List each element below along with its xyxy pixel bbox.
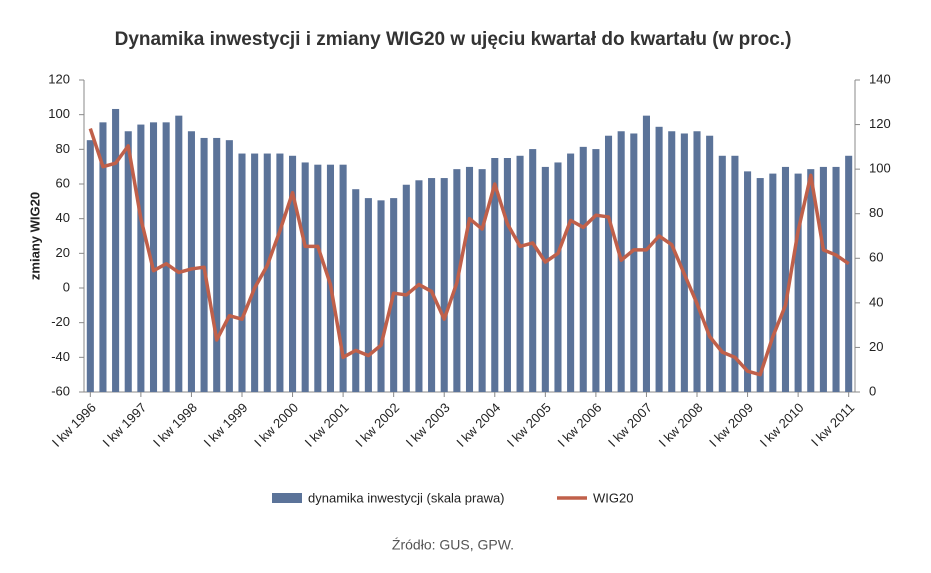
x-tick-label: I kw 2000 xyxy=(251,400,301,450)
bar xyxy=(99,122,107,392)
bar xyxy=(162,122,170,392)
bar xyxy=(693,131,701,392)
bar xyxy=(289,155,297,392)
bar xyxy=(465,166,474,392)
bar xyxy=(554,162,562,392)
x-tick-label: I kw 2007 xyxy=(605,400,655,450)
bar xyxy=(187,131,195,392)
y2-tick-label: 80 xyxy=(869,205,883,220)
bar xyxy=(731,155,739,392)
bar xyxy=(668,131,676,392)
y2-tick-label: 0 xyxy=(869,383,876,398)
bar xyxy=(402,184,410,392)
legend-label: WIG20 xyxy=(593,490,633,505)
bar xyxy=(819,166,827,392)
bar xyxy=(604,135,613,392)
bar xyxy=(579,146,587,392)
bar xyxy=(744,171,752,392)
bar xyxy=(200,137,208,392)
bar xyxy=(592,149,600,392)
bar xyxy=(516,155,524,392)
bar xyxy=(503,158,511,392)
y2-tick-label: 120 xyxy=(869,116,891,131)
bar xyxy=(377,200,385,392)
y-tick-label: 60 xyxy=(56,175,70,190)
bar xyxy=(364,198,372,392)
bar xyxy=(276,153,284,392)
y2-tick-label: 140 xyxy=(869,71,891,86)
legend-swatch xyxy=(272,493,302,503)
bar xyxy=(225,140,233,392)
bar xyxy=(655,126,663,393)
x-tick-label: I kw 1997 xyxy=(99,400,149,450)
bar xyxy=(238,153,246,392)
y-tick-label: 0 xyxy=(63,279,70,294)
bar xyxy=(769,173,777,392)
y-tick-label: -40 xyxy=(51,349,70,364)
bar xyxy=(86,140,94,392)
y-tick-label: -20 xyxy=(51,314,70,329)
legend-label: dynamika inwestycji (skala prawa) xyxy=(308,490,505,505)
bar xyxy=(845,155,853,392)
x-tick-label: I kw 1998 xyxy=(150,400,200,450)
y-axis-label: zmiany WIG20 xyxy=(27,192,42,280)
bar xyxy=(491,158,499,392)
bar xyxy=(213,137,221,392)
bar xyxy=(529,149,537,392)
bar xyxy=(642,115,650,393)
bar xyxy=(352,189,360,392)
chart-title: Dynamika inwestycji i zmiany WIG20 w uję… xyxy=(115,29,792,50)
y-tick-label: 20 xyxy=(56,245,70,260)
y2-tick-label: 40 xyxy=(869,294,883,309)
y-tick-label: 40 xyxy=(56,210,70,225)
bar xyxy=(718,155,726,392)
bar xyxy=(124,131,132,392)
bar xyxy=(541,166,549,392)
bar xyxy=(807,169,815,392)
y-tick-label: 120 xyxy=(48,71,70,86)
bar xyxy=(478,169,486,392)
x-tick-label: I kw 2004 xyxy=(453,400,503,450)
bar xyxy=(567,153,575,392)
y2-tick-label: 60 xyxy=(869,250,883,265)
bar xyxy=(781,166,790,392)
bar xyxy=(251,153,259,392)
line xyxy=(88,127,850,377)
bar xyxy=(301,162,309,392)
source: Źródło: GUS, GPW. xyxy=(392,537,514,553)
y-tick-label: -60 xyxy=(51,383,70,398)
x-tick-label: I kw 2001 xyxy=(302,400,352,450)
x-tick-label: I kw 2002 xyxy=(352,400,402,450)
x-tick-label: I kw 2010 xyxy=(757,400,807,450)
bar xyxy=(175,115,183,393)
bar xyxy=(314,164,322,392)
bar xyxy=(428,178,436,392)
x-tick-label: I kw 2009 xyxy=(706,400,756,450)
bar xyxy=(137,124,145,393)
x-tick-label: I kw 2006 xyxy=(554,400,604,450)
bar xyxy=(832,166,840,392)
x-tick-label: I kw 2011 xyxy=(808,400,857,449)
x-tick-label: I kw 1999 xyxy=(201,400,251,450)
bar xyxy=(706,135,714,392)
x-tick-label: I kw 2003 xyxy=(403,400,453,450)
bar xyxy=(339,164,347,392)
bar xyxy=(326,164,335,392)
x-tick-label: I kw 1996 xyxy=(49,400,99,450)
bar xyxy=(756,178,764,392)
x-tick-label: I kw 2005 xyxy=(504,400,554,450)
y2-tick-label: 100 xyxy=(869,161,891,176)
bar xyxy=(263,153,271,392)
bar xyxy=(794,173,802,392)
bar xyxy=(680,133,688,392)
bar xyxy=(112,108,120,392)
bar xyxy=(149,122,158,392)
x-tick-label: I kw 2008 xyxy=(656,400,706,450)
bar xyxy=(440,178,448,392)
y-tick-label: 100 xyxy=(48,106,70,121)
y2-tick-label: 20 xyxy=(869,339,883,354)
bar xyxy=(630,133,638,392)
y-tick-label: 80 xyxy=(56,141,70,156)
